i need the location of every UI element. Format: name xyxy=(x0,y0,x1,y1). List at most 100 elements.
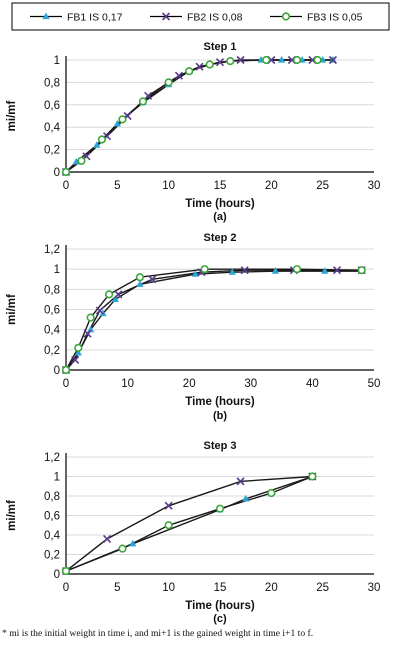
legend-marker-1-stroke-b xyxy=(161,12,171,21)
chart-title: Step 3 xyxy=(203,440,236,452)
series-line-1 xyxy=(65,59,333,173)
x-tick-label-6: 30 xyxy=(368,180,381,192)
x-tick-label-3: 15 xyxy=(214,180,227,192)
x-tick-label-0: 0 xyxy=(63,180,69,192)
series-0-point-3 xyxy=(113,119,121,127)
x-tick-label-5: 50 xyxy=(368,378,381,390)
y-tick-label-2: 0,4 xyxy=(44,325,61,337)
x-tick-label-1: 10 xyxy=(121,378,134,390)
series-1-point-4-stroke-b xyxy=(114,290,123,299)
series-1-point-3-stroke-b xyxy=(236,477,245,486)
series-2-point-1 xyxy=(118,544,127,553)
legend-label-2: FB3 IS 0,05 xyxy=(307,12,363,24)
legend-label-1: FB2 IS 0,08 xyxy=(187,12,243,24)
series-1-point-4 xyxy=(144,91,153,100)
series-1-point-1 xyxy=(103,534,112,543)
series-0-point-8 xyxy=(271,267,280,274)
series-2-point-7 xyxy=(205,60,214,69)
series-line-0 xyxy=(65,270,362,371)
y-tick-label-0: 0 xyxy=(54,167,60,179)
y-tick-label-5: 1 xyxy=(54,264,60,276)
chart-title: Step 2 xyxy=(203,232,236,244)
series-1-point-12-stroke-b xyxy=(328,55,337,65)
series-line-0 xyxy=(65,59,333,173)
y-tick-label-5: 1 xyxy=(54,55,60,67)
series-1-point-3-stroke-b xyxy=(95,306,104,315)
series-1-point-5-stroke-b xyxy=(174,71,183,80)
chart-step-3: 0 0,2 0,4 0,6 0,8 1 1,2 0 5 10 15 20 25 30 Step 3 Time … xyxy=(6,440,380,625)
series-2-point-7 xyxy=(357,266,366,275)
series-0-point-2 xyxy=(93,141,101,148)
y-tick-label-3: 0,6 xyxy=(44,100,60,112)
y-tick-label-3: 0,6 xyxy=(44,305,60,317)
series-1-point-5 xyxy=(174,71,183,80)
y-tick-label-5: 1 xyxy=(54,472,60,484)
y-axis-label: mi/mf xyxy=(6,500,18,531)
x-tick-label-2: 20 xyxy=(183,378,196,390)
x-tick-label-3: 15 xyxy=(214,582,227,594)
x-tick-label-4: 40 xyxy=(306,378,319,390)
series-2-point-3 xyxy=(105,290,114,299)
y-tick-label-6: 1,2 xyxy=(44,452,60,464)
series-2-point-0 xyxy=(61,365,71,375)
y-tick-label-2: 0,4 xyxy=(44,122,61,134)
series-2-point-0 xyxy=(61,566,71,576)
chart-step-2: 0 0,2 0,4 0,6 0,8 1 1,2 0 10 20 30 40 50 Step 2 Time (… xyxy=(6,232,380,422)
series-1-point-8-stroke-b xyxy=(236,55,245,65)
series-2-point-5 xyxy=(200,265,209,274)
x-tick-label-6: 30 xyxy=(368,582,381,594)
legend-marker-2 xyxy=(281,12,291,21)
chart-caption: (c) xyxy=(213,613,227,625)
series-1-point-7 xyxy=(240,266,249,275)
series-line-2 xyxy=(65,268,362,371)
series-2-point-5 xyxy=(308,472,317,481)
series-line-2 xyxy=(65,475,313,572)
y-tick-label-4: 0,8 xyxy=(44,284,60,296)
series-1-point-5 xyxy=(148,275,157,284)
series-2-point-6 xyxy=(185,67,194,76)
series-0-point-3 xyxy=(242,494,250,502)
x-tick-label-1: 5 xyxy=(114,180,120,192)
legend-marker-0 xyxy=(42,12,50,20)
series-2-point-1 xyxy=(77,156,86,165)
chart-title: Step 1 xyxy=(203,41,236,53)
series-2-point-4 xyxy=(138,97,148,106)
series-1-point-3 xyxy=(236,477,245,486)
x-tick-label-2: 10 xyxy=(162,582,175,594)
y-tick-label-4: 0,8 xyxy=(44,491,60,503)
series-1-point-1 xyxy=(71,355,80,364)
series-2-point-8 xyxy=(226,57,235,66)
series-1-point-9-stroke-b xyxy=(332,266,342,275)
series-0-point-1 xyxy=(74,348,82,356)
x-tick-label-0: 0 xyxy=(63,582,69,594)
x-tick-label-1: 5 xyxy=(114,582,120,594)
series-1-point-2 xyxy=(83,329,92,338)
series-1-point-2-stroke-b xyxy=(164,501,173,510)
y-tick-label-1: 0,2 xyxy=(44,345,60,357)
x-axis-label: Time (hours) xyxy=(185,600,255,612)
y-tick-label-1: 0,2 xyxy=(44,145,60,157)
series-1-point-1-stroke-b xyxy=(71,355,80,364)
x-tick-label-5: 25 xyxy=(316,180,329,192)
series-0-point-4 xyxy=(111,295,119,303)
y-tick-label-0: 0 xyxy=(54,569,60,581)
x-tick-label-5: 25 xyxy=(316,582,329,594)
chart-caption: (b) xyxy=(213,410,227,422)
x-axis-label: Time (hours) xyxy=(185,396,255,408)
series-2-point-3 xyxy=(215,504,225,513)
series-2-point-10 xyxy=(292,55,302,65)
series-0-point-6 xyxy=(191,270,199,277)
legend-marker-1 xyxy=(161,12,171,21)
series-2-point-5 xyxy=(164,78,173,87)
x-tick-label-0: 0 xyxy=(63,378,69,390)
series-0-point-5 xyxy=(136,280,144,287)
series-2-point-9 xyxy=(262,55,271,65)
y-tick-label-2: 0,4 xyxy=(44,530,61,542)
y-axis-label: mi/mf xyxy=(6,294,18,325)
legend: FB1 IS 0,17 FB2 IS 0,08 FB3 IS 0,05 xyxy=(11,2,390,31)
series-2-point-2 xyxy=(97,135,107,144)
series-1-point-8 xyxy=(236,55,245,65)
y-axis-label: mi/mf xyxy=(6,100,18,131)
